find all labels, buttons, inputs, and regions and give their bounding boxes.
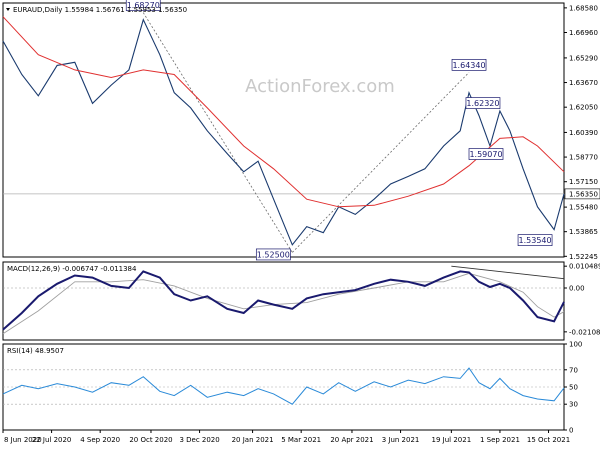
price-annotation-label: 1.53540 — [519, 236, 552, 245]
price-y-tick-label: 1.52245 — [569, 253, 598, 261]
price-annotation: 1.68270 — [125, 0, 161, 11]
price-y-tick-label: 1.53865 — [569, 228, 598, 236]
macd-trendline — [451, 265, 565, 280]
rsi-y-tick-label: 70 — [569, 366, 578, 374]
price-annotation-label: 1.59070 — [469, 150, 502, 159]
price-y-tick-label: 1.60390 — [569, 129, 598, 137]
price-y-tick-label: 1.55480 — [569, 204, 598, 212]
price-annotation: 1.53540 — [517, 234, 553, 246]
rsi-y-tick-label: 0 — [569, 427, 573, 435]
x-tick-label: 5 Mar 2021 — [281, 436, 321, 444]
price-annotation-box — [255, 248, 291, 261]
price-annotation-box — [468, 148, 504, 160]
current-price-label: 1.56350 — [569, 190, 598, 198]
x-tick-label: 20 Apr 2021 — [330, 436, 373, 444]
watermark-text: ActionForex.com — [245, 76, 395, 97]
price-annotation: 1.59070 — [468, 148, 504, 160]
price-y-tick-label: 1.65290 — [569, 54, 598, 62]
macd-panel-title: MACD(12,26,9) -0.006747 -0.011384 — [7, 265, 137, 273]
x-tick-label: 3 Jun 2021 — [382, 436, 420, 444]
price-panel-title: EURAUD,Daily 1.55984 1.56761 1.55953 1.5… — [13, 6, 187, 14]
x-tick-label: 19 Jul 2021 — [432, 436, 472, 444]
macd-series-signal — [2, 272, 565, 335]
price-series-close — [2, 18, 565, 246]
macd-y-tick-label: 0.00 — [569, 285, 585, 293]
x-tick-label: 3 Dec 2020 — [179, 436, 219, 444]
price-annotation: 1.62320 — [465, 97, 501, 109]
rsi-y-tick-label: 30 — [569, 401, 578, 409]
macd-series-macd — [2, 270, 565, 331]
price-panel-frame — [2, 2, 565, 258]
x-tick-label: 15 Oct 2021 — [527, 436, 570, 444]
price-annotation-box — [451, 59, 487, 71]
price-y-tick-label: 1.62050 — [569, 104, 598, 112]
price-y-tick-label: 1.57150 — [569, 178, 598, 186]
x-tick-label: 22 Jul 2020 — [32, 436, 72, 444]
rsi-series-line — [2, 367, 565, 405]
rsi-panel-title: RSI(14) 48.9507 — [7, 347, 64, 355]
price-series-ma — [2, 16, 565, 208]
macd-y-tick-label: 0.010489 — [569, 263, 600, 271]
price-annotation-label: 1.52500 — [257, 250, 290, 259]
x-tick-label: 1 Sep 2021 — [480, 436, 520, 444]
price-annotation-box — [465, 97, 501, 109]
price-annotation-box — [125, 0, 161, 11]
price-y-tick-label: 1.63670 — [569, 79, 598, 87]
price-annotation: 1.64340 — [451, 59, 487, 71]
x-tick-label: 20 Jan 2021 — [232, 436, 274, 444]
price-annotation: 1.52500 — [255, 248, 291, 261]
price-y-tick-label: 1.58770 — [569, 154, 598, 162]
price-annotation-box — [517, 234, 553, 246]
price-y-tick-label: 1.66960 — [569, 29, 598, 37]
x-tick-label: 8 Jun 2020 — [4, 436, 42, 444]
price-annotation-label: 1.62320 — [466, 99, 499, 108]
price-y-tick-label: 1.68580 — [569, 4, 598, 12]
chevron-down-icon — [6, 8, 10, 11]
price-trendline — [142, 12, 293, 253]
price-annotation-label: 1.64340 — [452, 61, 485, 70]
price-annotation-label: 1.68270 — [127, 1, 160, 10]
macd-y-tick-label: -0.021083 — [569, 328, 600, 336]
macd-panel-frame — [2, 261, 565, 341]
current-price-box — [564, 188, 600, 200]
rsi-y-tick-label: 100 — [569, 341, 582, 349]
x-tick-label: 4 Sep 2020 — [80, 436, 120, 444]
rsi-y-tick-label: 50 — [569, 384, 578, 392]
x-tick-label: 20 Oct 2020 — [129, 436, 172, 444]
